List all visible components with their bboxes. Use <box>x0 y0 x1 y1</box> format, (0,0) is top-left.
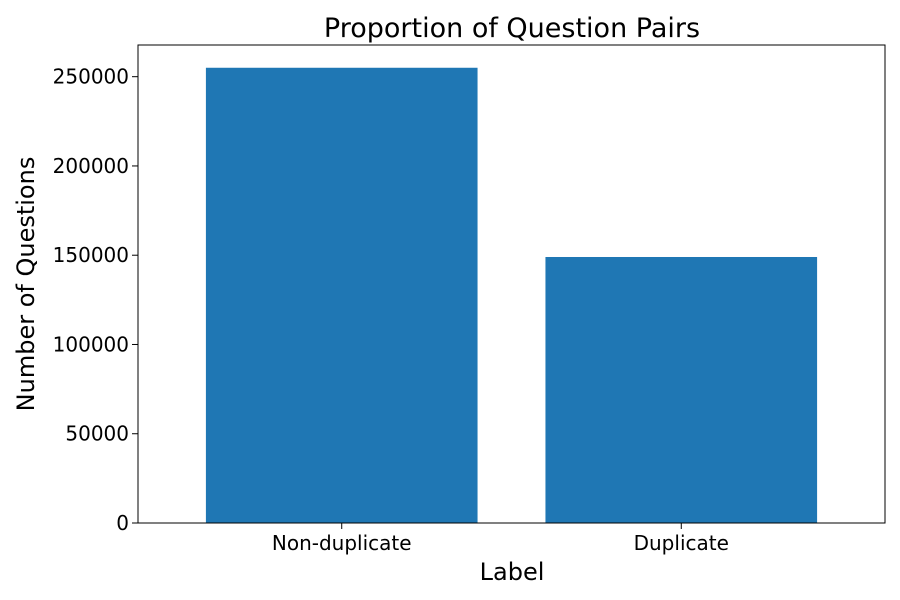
y-tick-label: 200000 <box>53 154 129 178</box>
x-axis: Non-duplicate Duplicate <box>272 523 729 555</box>
y-axis: 0 50000 100000 150000 200000 250000 <box>53 65 138 535</box>
y-tick-label: 250000 <box>53 65 129 89</box>
bar-duplicate <box>545 256 818 523</box>
y-tick-label: 50000 <box>65 422 129 446</box>
x-axis-label: Label <box>480 558 545 586</box>
y-axis-label: Number of Questions <box>12 157 40 412</box>
y-tick-label: 100000 <box>53 332 129 356</box>
x-tick-label: Duplicate <box>634 531 729 555</box>
bar-non-duplicate <box>205 67 478 523</box>
chart-title: Proportion of Question Pairs <box>324 13 700 44</box>
bars-group <box>205 67 818 523</box>
plot-frame <box>137 44 886 524</box>
y-tick-label: 150000 <box>53 243 129 267</box>
y-tick-label: 0 <box>116 511 129 535</box>
x-tick-label: Non-duplicate <box>272 531 412 555</box>
